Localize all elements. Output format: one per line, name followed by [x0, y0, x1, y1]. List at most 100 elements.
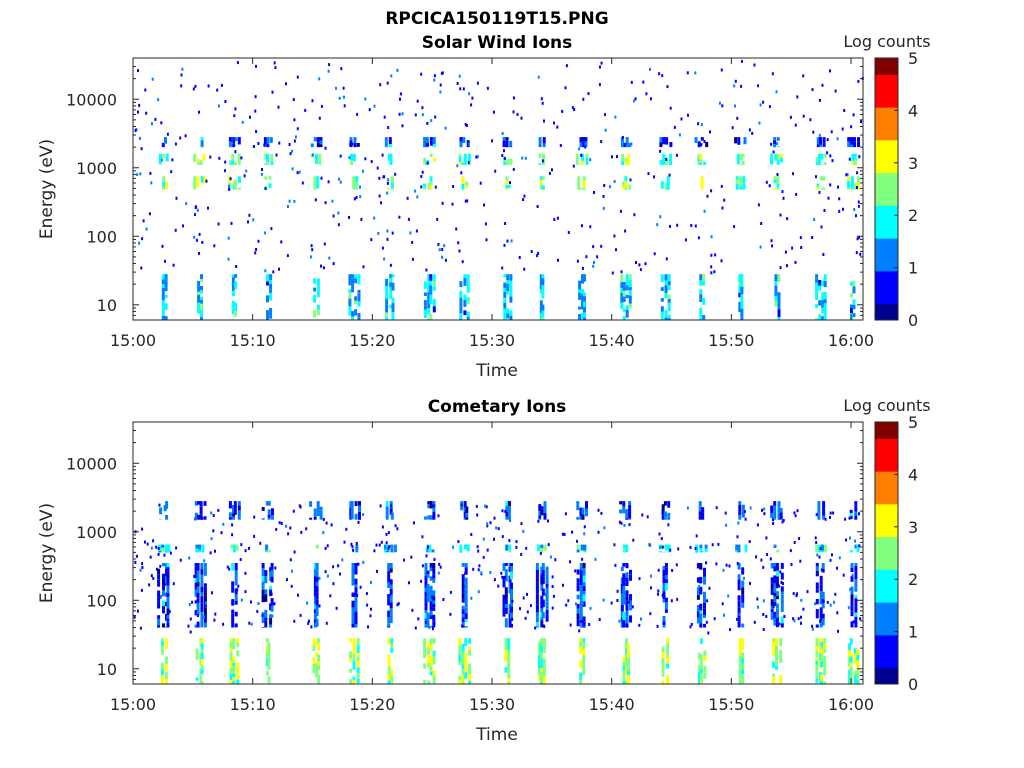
colorbar-segment [875, 467, 898, 472]
heatmap-cell [501, 535, 504, 539]
heatmap-cell [701, 507, 705, 513]
heatmap-cell [581, 224, 583, 228]
heatmap-cell [307, 619, 310, 623]
heatmap-cell [583, 312, 586, 318]
heatmap-cell [429, 181, 433, 186]
heatmap-cell [377, 231, 380, 235]
heatmap-cell [829, 183, 832, 187]
heatmap-cell [798, 537, 801, 540]
heatmap-cell [575, 158, 579, 165]
heatmap-cell [390, 548, 394, 553]
heatmap-cell [622, 670, 626, 676]
heatmap-cell [255, 64, 257, 68]
heatmap-cell [231, 581, 235, 587]
heatmap-cell [390, 517, 394, 520]
heatmap-cell [386, 229, 389, 233]
heatmap-cell [214, 549, 216, 553]
heatmap-cell [228, 146, 232, 148]
heatmap-cell [741, 623, 745, 628]
heatmap-cell [397, 602, 400, 606]
heatmap-cell [850, 188, 854, 190]
heatmap-cell [777, 297, 781, 303]
heatmap-cell [286, 578, 288, 582]
heatmap-cell [462, 87, 465, 91]
heatmap-cell [544, 593, 547, 596]
heatmap-cell [815, 157, 819, 162]
heatmap-cell [379, 504, 382, 508]
heatmap-cell [509, 280, 513, 288]
heatmap-cell [239, 558, 242, 561]
heatmap-cell [633, 99, 636, 103]
heatmap-cell [229, 680, 233, 684]
heatmap-cell [826, 600, 829, 604]
heatmap-cell [697, 161, 701, 165]
heatmap-cell [696, 595, 700, 600]
heatmap-cell [585, 508, 588, 513]
heatmap-cell [265, 671, 269, 676]
colorbar-segment [875, 213, 898, 219]
heatmap-cell [385, 541, 388, 545]
colorbar-segment [875, 291, 898, 296]
heatmap-cell [665, 137, 669, 145]
heatmap-cell [465, 506, 469, 513]
heatmap-cell [662, 591, 666, 600]
heatmap-cell [625, 596, 629, 601]
heatmap-cell [770, 599, 774, 606]
heatmap-cell [620, 274, 624, 283]
heatmap-cell [427, 182, 431, 190]
heatmap-cell [427, 274, 431, 282]
heatmap-cell [138, 241, 141, 245]
heatmap-cell [853, 153, 857, 160]
heatmap-cell [287, 205, 289, 208]
heatmap-cell [848, 643, 852, 651]
heatmap-cell [352, 183, 356, 189]
heatmap-cell [821, 280, 825, 287]
heatmap-cell [579, 507, 583, 512]
heatmap-cell [201, 240, 204, 244]
heatmap-cell [738, 292, 742, 298]
heatmap-cell [650, 586, 652, 590]
heatmap-cell [354, 587, 358, 593]
heatmap-cell [234, 588, 238, 595]
heatmap-cell [770, 563, 774, 569]
heatmap-cell [458, 74, 461, 78]
heatmap-cell [571, 106, 574, 110]
heatmap-cell [775, 608, 779, 615]
heatmap-cell [459, 297, 463, 303]
colorbar-tick-label: 3 [908, 518, 918, 537]
heatmap-cell [265, 501, 269, 506]
heatmap-cell [210, 537, 213, 541]
heatmap-cell [331, 199, 334, 203]
heatmap-cell [166, 597, 170, 601]
heatmap-cell [659, 137, 663, 143]
heatmap-cell [609, 185, 611, 189]
heatmap-cell [387, 567, 391, 572]
heatmap-cell [194, 566, 198, 571]
heatmap-cell [439, 565, 442, 569]
heatmap-cell [217, 222, 220, 226]
heatmap-cell [777, 512, 781, 520]
heatmap-cell [391, 316, 395, 320]
heatmap-cell [305, 527, 308, 531]
heatmap-cell [622, 316, 626, 320]
heatmap-cell [667, 298, 671, 303]
heatmap-cell [620, 521, 623, 525]
heatmap-cell [381, 525, 384, 529]
heatmap-cell [318, 160, 322, 165]
heatmap-cell [545, 596, 549, 602]
heatmap-cell [816, 186, 820, 190]
heatmap-cell [275, 153, 278, 157]
heatmap-cell [728, 564, 731, 568]
heatmap-cell [354, 604, 358, 608]
heatmap-cell [622, 281, 626, 287]
colorbar-segment [875, 62, 898, 67]
heatmap-cell [858, 155, 861, 159]
heatmap-cell [231, 277, 235, 285]
heatmap-cell [315, 605, 319, 613]
x-tick-label: 15:10 [230, 695, 276, 714]
heatmap-cell [699, 308, 703, 315]
heatmap-cell [662, 599, 666, 603]
heatmap-cell [779, 570, 782, 574]
heatmap-cell [432, 140, 436, 145]
heatmap-cell [791, 246, 794, 250]
